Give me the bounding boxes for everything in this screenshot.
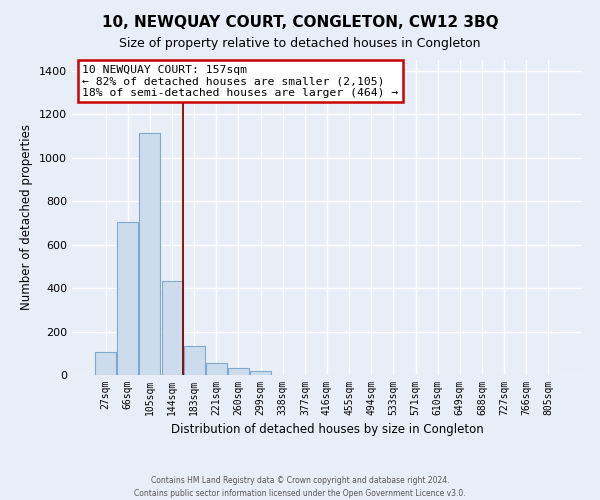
Bar [206, 362, 227, 375]
Text: Contains HM Land Registry data © Crown copyright and database right 2024.
Contai: Contains HM Land Registry data © Crown c… [134, 476, 466, 498]
Text: 10, NEWQUAY COURT, CONGLETON, CW12 3BQ: 10, NEWQUAY COURT, CONGLETON, CW12 3BQ [101, 15, 499, 30]
Bar [118, 222, 139, 375]
Y-axis label: Number of detached properties: Number of detached properties [20, 124, 34, 310]
Bar [184, 346, 205, 375]
Bar [228, 368, 249, 375]
Text: 10 NEWQUAY COURT: 157sqm
← 82% of detached houses are smaller (2,105)
18% of sem: 10 NEWQUAY COURT: 157sqm ← 82% of detach… [82, 64, 398, 98]
Bar [139, 133, 160, 375]
X-axis label: Distribution of detached houses by size in Congleton: Distribution of detached houses by size … [170, 424, 484, 436]
Bar [95, 352, 116, 375]
Text: Size of property relative to detached houses in Congleton: Size of property relative to detached ho… [119, 38, 481, 51]
Bar [250, 371, 271, 375]
Bar [161, 281, 182, 375]
